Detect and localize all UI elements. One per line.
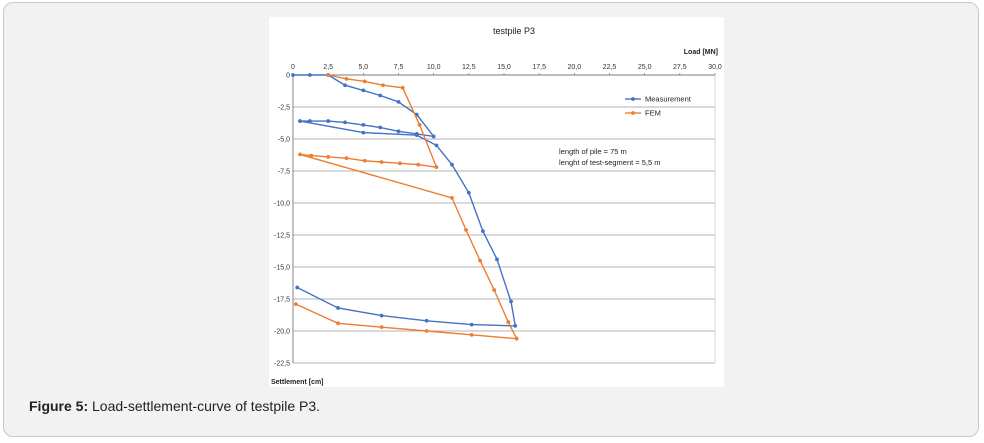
x-tick-label: 15,0 — [497, 64, 511, 71]
data-point-measurement — [414, 133, 419, 138]
legend-label: FEM — [645, 109, 661, 118]
y-tick-label: -20,0 — [274, 329, 290, 336]
x-tick-label: 2,5 — [323, 64, 333, 71]
legend: Measurement FEM — [625, 95, 692, 118]
y-tick-label: -15,0 — [274, 265, 290, 272]
caption-text: Load-settlement-curve of testpile P3. — [88, 398, 321, 414]
caption-label: Figure 5: — [29, 398, 89, 414]
data-point-measurement — [326, 119, 331, 123]
y-tick-label: -22,5 — [274, 361, 290, 368]
data-point-fem — [450, 195, 454, 200]
data-point-measurement — [495, 257, 499, 262]
x-tick-label: 22,5 — [603, 64, 617, 71]
data-point-measurement — [424, 318, 429, 323]
legend-marker — [631, 97, 635, 101]
data-point-fem — [362, 79, 367, 84]
x-tick-label: 17,5 — [532, 64, 546, 71]
data-point-measurement — [450, 162, 454, 167]
data-point-fem — [469, 332, 474, 337]
data-point-fem — [416, 162, 421, 167]
x-tick-label: 7,5 — [394, 64, 404, 71]
figure-caption: Figure 5: Load-settlement-curve of testp… — [29, 398, 320, 414]
chart-title: testpile P3 — [493, 26, 535, 36]
data-point-measurement — [396, 129, 401, 134]
series-line-measurement — [293, 74, 517, 327]
x-tick-label: 20,0 — [568, 64, 582, 71]
data-point-fem — [381, 83, 385, 88]
data-point-fem — [379, 325, 384, 330]
data-point-fem — [514, 336, 519, 341]
data-point-measurement — [466, 190, 471, 195]
y-tick-label: -17,5 — [274, 297, 290, 304]
data-point-measurement — [307, 119, 312, 123]
data-point-fem — [379, 160, 384, 164]
y-tick-label: 0 — [286, 73, 290, 80]
data-point-fem — [326, 73, 331, 77]
data-point-fem — [344, 76, 349, 81]
data-point-fem — [362, 158, 367, 163]
x-tick-label: 12,5 — [462, 64, 476, 71]
data-point-measurement — [343, 120, 347, 125]
data-point-fem — [478, 258, 482, 263]
y-tick-label: -2,5 — [278, 105, 290, 112]
data-point-measurement — [295, 285, 300, 290]
y-tick-label: -5,0 — [278, 137, 290, 144]
data-point-measurement — [343, 83, 347, 88]
x-tick-label: 5,0 — [358, 64, 368, 71]
x-tick-label: 10,0 — [427, 64, 441, 71]
data-point-fem — [298, 152, 302, 157]
data-point-measurement — [379, 313, 384, 318]
x-tick-label: 30,0 — [708, 64, 722, 71]
data-point-fem — [398, 161, 402, 166]
data-point-measurement — [336, 306, 340, 310]
data-point-fem — [400, 85, 405, 90]
data-point-measurement — [307, 73, 312, 77]
data-point-measurement — [396, 99, 401, 104]
chart-panel: testpile P3 Load [MN] Settlement [cm] 0 -… — [269, 17, 724, 387]
data-point-measurement — [361, 88, 366, 93]
data-point-measurement — [378, 93, 383, 98]
data-point-fem — [492, 288, 497, 292]
data-point-fem — [344, 156, 349, 161]
data-point-fem — [293, 302, 298, 307]
data-point-measurement — [434, 143, 439, 148]
axes: 0 -2,5 -5,0 -7,5 -10,0 -12,5 -15,0 -17,5 -20,0 -2… — [274, 64, 722, 368]
load-settlement-chart: testpile P3 Load [MN] Settlement [cm] 0 -… — [271, 26, 722, 386]
data-point-measurement — [298, 119, 302, 123]
series-line-fem — [295, 74, 518, 340]
data-point-fem — [326, 155, 331, 159]
y-axis-label: Settlement [cm] — [271, 379, 324, 386]
data-point-fem — [336, 321, 340, 326]
data-point-measurement — [509, 299, 513, 304]
series-layer — [291, 73, 519, 341]
y-tick-label: -12,5 — [274, 233, 290, 240]
legend-label: Measurement — [645, 95, 692, 104]
data-point-fem — [464, 227, 468, 232]
figure-card: testpile P3 Load [MN] Settlement [cm] 0 -… — [3, 2, 979, 437]
data-point-measurement — [431, 134, 436, 139]
y-tick-label: -10,0 — [274, 201, 290, 208]
data-point-fem — [506, 320, 511, 324]
x-tick-label: 25,0 — [638, 64, 652, 71]
data-point-measurement — [513, 323, 518, 328]
y-tick-label: -7,5 — [278, 169, 290, 176]
annotations: length of pile = 75 m lenght of test-segm… — [559, 147, 661, 167]
data-point-fem — [309, 153, 314, 158]
data-point-fem — [417, 123, 422, 127]
data-point-fem — [434, 165, 439, 170]
data-point-fem — [424, 329, 429, 333]
data-point-measurement — [361, 130, 366, 135]
data-point-measurement — [291, 73, 295, 77]
data-point-measurement — [481, 229, 485, 234]
x-tick-label: 27,5 — [673, 64, 687, 71]
x-axis-label: Load [MN] — [684, 49, 718, 56]
data-point-measurement — [361, 123, 366, 127]
data-point-measurement — [378, 125, 383, 130]
grid-lines — [293, 74, 715, 364]
annotation-text: length of pile = 75 m — [559, 147, 627, 156]
data-point-measurement — [469, 322, 474, 327]
x-tick-label: 0 — [291, 64, 295, 71]
legend-marker — [631, 111, 635, 115]
annotation-text: lenght of test-segment = 5,5 m — [559, 158, 661, 167]
